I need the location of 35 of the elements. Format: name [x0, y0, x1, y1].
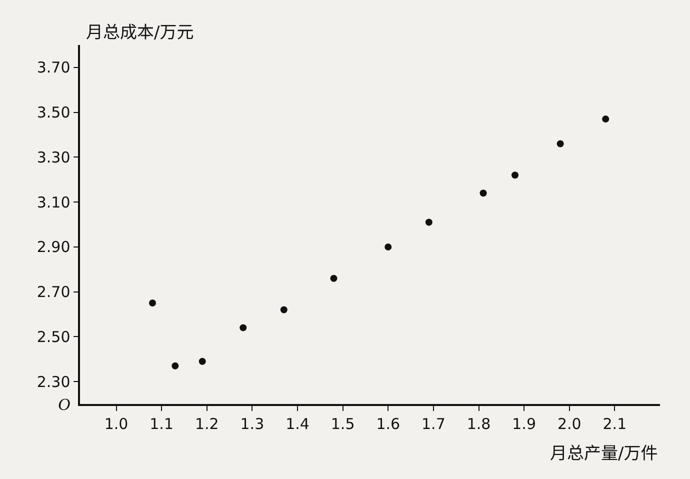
point	[512, 172, 518, 179]
point	[240, 324, 247, 332]
x-tick-label: 1.8	[466, 414, 491, 433]
x-tick-label: 1.1	[150, 414, 174, 433]
point	[330, 274, 338, 282]
x-tick-label: 1.4	[286, 414, 310, 433]
y-axis-title: 月总成本/万元	[86, 23, 194, 43]
point	[480, 190, 487, 197]
point	[384, 243, 392, 250]
x-tick-label: 1.2	[194, 414, 219, 433]
point	[602, 116, 610, 123]
x-tick-label: 1.9	[512, 414, 536, 433]
y-tick-label: 3.50	[36, 104, 70, 122]
y-tick-label: 2.50	[36, 328, 70, 346]
point	[556, 140, 564, 148]
point	[198, 358, 206, 365]
x-tick-label: 1.7	[422, 414, 446, 433]
x-tick-label: 2.0	[557, 414, 582, 433]
x-tick-label: 1.3	[240, 414, 264, 433]
y-tick-label: 2.70	[36, 283, 70, 302]
y-tick-label: 3.70	[36, 58, 70, 77]
y-tick-label: 3.10	[36, 193, 70, 212]
y-tick-label: 2.90	[36, 238, 70, 256]
point	[425, 218, 432, 226]
point	[172, 362, 179, 370]
x-tick-label: 2.1	[602, 414, 627, 433]
x-tick-label: 1.5	[330, 414, 355, 433]
x-tick-label: 1.6	[376, 414, 400, 433]
y-tick-label: 2.30	[36, 372, 70, 391]
x-tick-label: 1.0	[104, 414, 128, 433]
y-tick-label: 3.30	[36, 148, 70, 166]
x-axis-title: 月总产量/万件	[550, 444, 658, 464]
text: O	[58, 395, 70, 414]
point	[149, 300, 156, 307]
point	[280, 306, 288, 314]
